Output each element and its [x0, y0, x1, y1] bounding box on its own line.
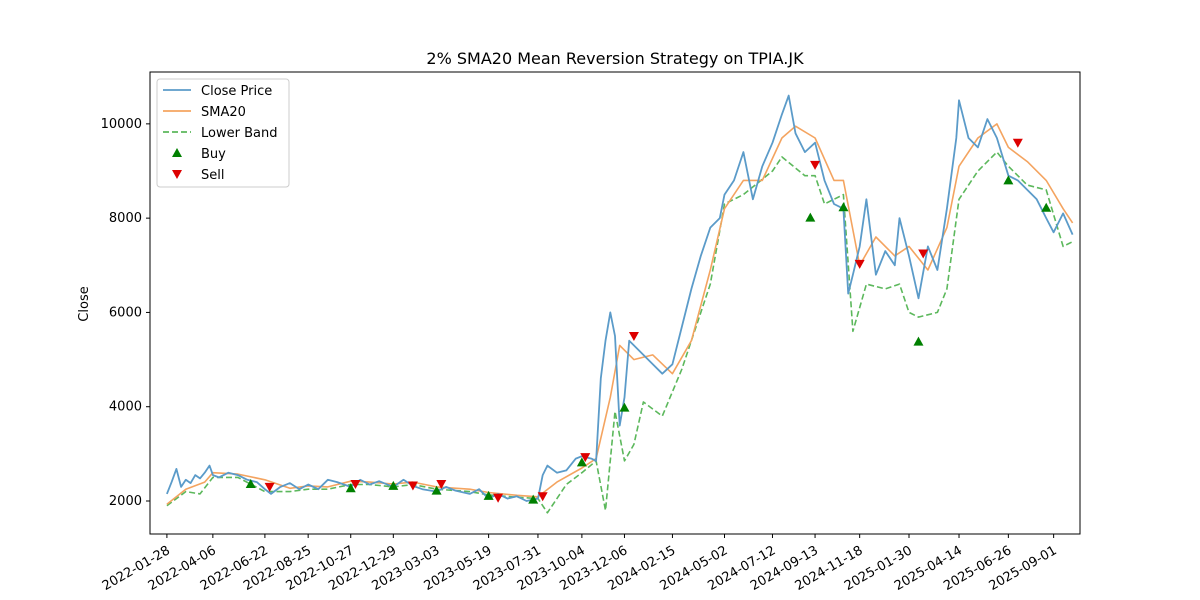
y-tick-label: 6000 — [109, 305, 142, 320]
y-tick-label: 10000 — [101, 117, 142, 132]
axes: 2000400060008000100002022-01-282022-04-0… — [100, 117, 1060, 594]
y-axis-label: Close — [77, 286, 92, 321]
buy-marker — [838, 202, 849, 212]
plot-area — [166, 94, 1074, 514]
lower-band-line — [166, 151, 1073, 514]
legend: Close Price SMA20 Lower Band Buy Sell — [156, 78, 290, 188]
sma20-line — [166, 123, 1074, 505]
sell-marker — [493, 493, 504, 503]
sell-marker — [350, 480, 361, 490]
chart-title: 2% SMA20 Mean Reversion Strategy on TPIA… — [426, 49, 804, 68]
buy-marker — [483, 490, 494, 500]
sell-marker — [264, 482, 275, 492]
legend-label: Lower Band — [201, 126, 277, 141]
sell-marker — [580, 453, 591, 463]
legend-label: Buy — [201, 147, 226, 162]
sell-marker — [918, 249, 929, 259]
buy-marker — [1003, 175, 1014, 185]
legend-label: SMA20 — [201, 105, 246, 120]
legend-swatch-buy — [172, 148, 182, 157]
legend-box — [156, 78, 290, 188]
sell-marker — [854, 259, 865, 269]
close-price-line — [166, 94, 1074, 502]
y-tick-label: 8000 — [109, 211, 142, 226]
sell-marker — [628, 332, 639, 341]
buy-marker — [431, 485, 442, 495]
sell-marker — [1012, 138, 1023, 148]
sell-marker — [407, 481, 418, 491]
sell-marker — [537, 492, 548, 502]
plot-frame — [149, 71, 1081, 535]
y-tick-label: 4000 — [109, 400, 142, 415]
buy-marker — [345, 483, 356, 493]
buy-marker — [619, 402, 630, 412]
y-tick-label: 2000 — [109, 494, 142, 509]
buy-marker — [528, 494, 539, 504]
legend-swatch-sell — [172, 170, 182, 179]
legend-label: Close Price — [201, 84, 272, 99]
buy-marker — [913, 336, 924, 346]
sell-marker — [810, 160, 821, 170]
buy-marker — [245, 479, 256, 489]
buy-marker — [576, 457, 587, 467]
legend-label: Sell — [201, 168, 224, 183]
buy-marker — [1041, 202, 1052, 212]
buy-marker — [805, 212, 816, 222]
sell-marker — [436, 480, 447, 490]
buy-marker — [388, 480, 399, 490]
